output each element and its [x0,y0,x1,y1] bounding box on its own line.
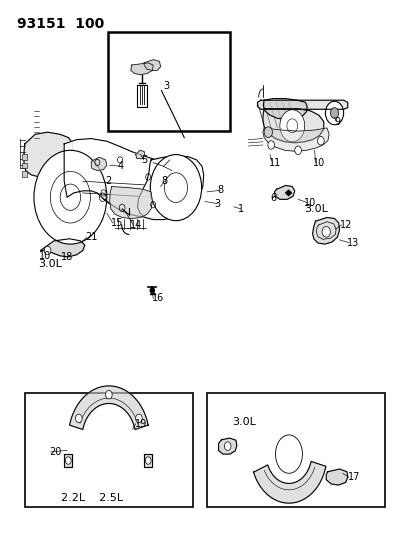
Text: 2.2L    2.5L: 2.2L 2.5L [61,494,123,503]
Text: 10: 10 [39,251,52,261]
Polygon shape [131,63,153,75]
Polygon shape [262,128,328,151]
Text: 3: 3 [163,82,169,91]
Bar [21,163,27,168]
Polygon shape [137,156,203,220]
Text: 5: 5 [140,155,147,165]
Text: 93151  100: 93151 100 [17,17,104,31]
Circle shape [279,110,304,142]
Text: 3.0L: 3.0L [38,259,62,269]
Text: 8: 8 [161,176,167,186]
Text: 3: 3 [214,199,220,208]
Circle shape [267,141,274,149]
Text: 13: 13 [346,238,358,247]
Text: 9: 9 [334,117,340,126]
Text: 11: 11 [268,158,281,167]
Text: 1: 1 [237,204,244,214]
Polygon shape [144,60,160,70]
Polygon shape [262,109,323,143]
Text: 20: 20 [50,447,62,457]
Circle shape [135,414,142,423]
Polygon shape [40,239,85,257]
Text: 2: 2 [105,176,112,186]
Polygon shape [91,157,107,171]
Bar [206,393,384,507]
Circle shape [150,288,154,293]
Text: 3.0L: 3.0L [231,417,255,427]
Bar [21,154,27,160]
Ellipse shape [275,435,301,473]
Bar [25,393,192,507]
Polygon shape [144,454,152,467]
Text: 18: 18 [61,252,74,262]
Text: 6: 6 [269,193,275,203]
Circle shape [317,136,323,145]
Polygon shape [257,100,347,109]
Bar [107,32,229,131]
Text: 16: 16 [152,294,164,303]
Text: 17: 17 [347,472,359,482]
Text: 10: 10 [312,158,324,167]
Circle shape [150,155,201,221]
Circle shape [321,227,330,237]
Circle shape [65,457,71,464]
Circle shape [44,246,51,255]
Polygon shape [218,438,236,454]
Circle shape [224,442,230,450]
Text: 3.0L: 3.0L [304,205,328,214]
Polygon shape [274,185,294,199]
Circle shape [263,127,272,138]
Text: 21: 21 [85,232,97,242]
Polygon shape [285,190,291,196]
Circle shape [34,150,107,244]
Text: 15: 15 [111,218,123,228]
Polygon shape [325,469,347,485]
Polygon shape [24,132,72,177]
Circle shape [330,108,338,118]
Text: 10: 10 [304,198,316,207]
Circle shape [145,457,151,464]
Bar [21,171,27,177]
Polygon shape [69,386,148,430]
Circle shape [294,146,301,155]
Circle shape [325,101,343,125]
Polygon shape [64,139,197,217]
Text: 12: 12 [339,220,351,230]
Polygon shape [312,217,339,244]
Polygon shape [263,99,306,119]
Polygon shape [253,462,325,503]
Text: 19: 19 [134,419,147,429]
Circle shape [105,390,112,399]
Polygon shape [109,187,152,219]
Polygon shape [135,150,145,159]
Circle shape [75,414,82,423]
Polygon shape [64,454,72,467]
Text: 8: 8 [217,185,223,195]
Text: 4: 4 [118,161,124,171]
Polygon shape [136,85,147,107]
Text: 14: 14 [130,220,142,230]
